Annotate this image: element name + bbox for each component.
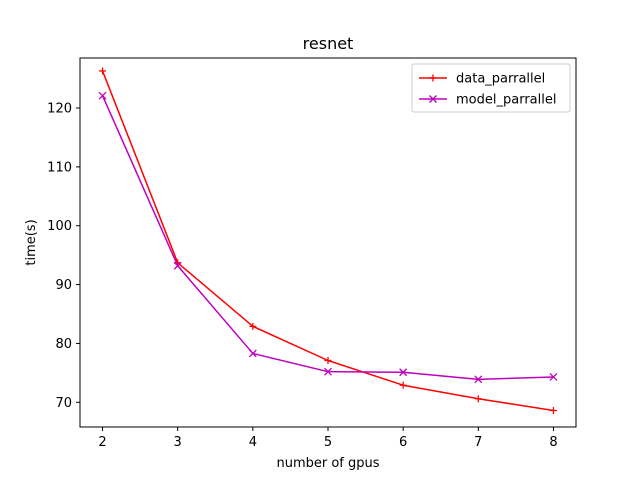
chart-title: resnet: [303, 34, 354, 53]
legend: data_parrallel model_parrallel: [411, 63, 571, 113]
plot-frame: [79, 57, 577, 428]
data-point-model_parrallel: [173, 261, 182, 270]
legend-marker-model_parrallel: [429, 95, 437, 103]
legend-label: data_parrallel: [456, 72, 545, 87]
data-point-data_parrallel: [399, 381, 407, 389]
x-tick-label: 3: [174, 435, 182, 450]
axis-ticks: 2 3 4 5 6 7 8 70 80 90 100 110 120: [47, 102, 557, 450]
data-point-data_parrallel: [99, 67, 107, 75]
data-point-model_parrallel: [549, 373, 558, 381]
y-tick-label: 120: [47, 102, 72, 117]
series-layer: [98, 67, 558, 415]
data-point-model_parrallel: [324, 367, 332, 376]
series-line-model_parrallel: [101, 95, 554, 381]
legend-marker-data_parrallel: [429, 74, 437, 82]
data-point-model_parrallel: [248, 349, 257, 358]
x-tick-label: 7: [474, 435, 482, 450]
y-tick-label: 70: [55, 396, 72, 411]
x-tick-label: 5: [324, 435, 332, 450]
data-point-data_parrallel: [249, 322, 257, 330]
x-tick-label: 4: [249, 435, 257, 450]
data-point-data_parrallel: [549, 407, 557, 415]
y-tick-label: 90: [55, 278, 72, 293]
x-tick-label: 6: [399, 435, 407, 450]
data-point-data_parrallel: [474, 395, 482, 403]
legend-box: [411, 63, 571, 113]
data-point-data_parrallel: [324, 356, 332, 364]
y-tick-label: 80: [55, 337, 72, 352]
data-point-model_parrallel: [399, 368, 408, 377]
x-tick-label: 2: [98, 435, 106, 450]
y-axis-label: time(s): [24, 219, 39, 265]
legend-label: model_parrallel: [456, 93, 556, 108]
y-tick-label: 100: [47, 219, 72, 234]
x-tick-label: 8: [549, 435, 557, 450]
data-point-model_parrallel: [474, 375, 483, 384]
x-axis-label: number of gpus: [276, 456, 379, 471]
y-tick-label: 110: [47, 160, 72, 175]
data-point-model_parrallel: [98, 91, 107, 100]
